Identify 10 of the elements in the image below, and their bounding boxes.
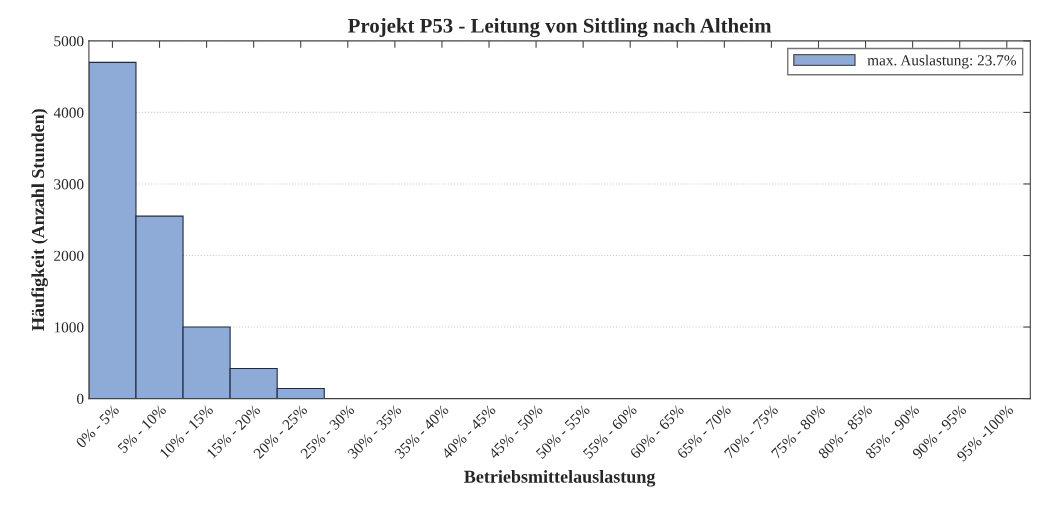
- y-tick-label: 3000: [54, 179, 84, 190]
- x-axis-title: Betriebsmittelauslastung: [464, 470, 656, 487]
- y-tick-label: 0: [76, 393, 84, 405]
- y-tick-label: 5000: [54, 36, 84, 47]
- legend-label: max. Auslastung: 23.7%: [867, 54, 1017, 69]
- y-axis-title: Häufigkeit (Anzahl Stunden): [31, 109, 48, 331]
- y-tick-label: 4000: [53, 107, 84, 118]
- y-tick-label: 1000: [54, 322, 84, 333]
- y-tick-label: 2000: [54, 250, 84, 261]
- chart-title: Projekt P53 - Leitung von Sittling nach Altheim: [348, 18, 772, 38]
